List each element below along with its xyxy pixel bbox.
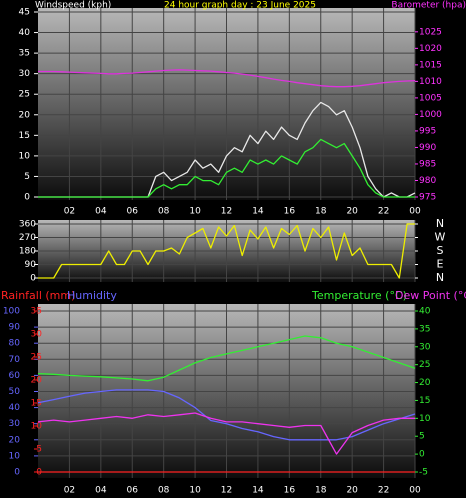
x-tick-label: 10: [189, 207, 201, 217]
y-tick-label: 50: [9, 387, 21, 397]
y2-tick-label: 975: [419, 193, 436, 203]
y-tick-label: 70: [9, 355, 21, 365]
y2-tick-label: 1020: [419, 44, 442, 54]
y2-axis-title: Barometer (hpa): [391, 1, 466, 11]
y-axis-title: Windspeed (kph): [35, 1, 111, 11]
y2-tick-label: 1005: [419, 93, 442, 103]
y-tick-label: 90: [25, 260, 37, 270]
y2-tick-label: 30: [419, 342, 431, 352]
y2-tick-label: -5: [419, 468, 428, 478]
y-tick-label: 45: [19, 8, 30, 18]
chart-title: 24 hour graph day : 23 June 2025: [164, 1, 316, 11]
y2-tick-label: 10: [419, 414, 431, 424]
y2-tick-label: 990: [419, 143, 436, 153]
legend-label: Dew Point (°C): [395, 289, 466, 302]
y2-tick-label: E: [437, 258, 444, 271]
x-tick-label: 22: [378, 486, 389, 496]
x-tick-label: 14: [252, 486, 264, 496]
y2-tick-label: 1000: [419, 110, 442, 120]
y-tick-label: 25: [19, 90, 30, 100]
legend-label: Rainfall (mm): [1, 289, 75, 302]
x-tick-label: 22: [378, 207, 389, 217]
x-tick-label: 16: [284, 207, 296, 217]
y-tick-label: 90: [9, 323, 21, 333]
x-tick-label: 02: [64, 207, 75, 217]
x-tick-label: 06: [127, 207, 139, 217]
series-line: [38, 223, 415, 279]
series-line: [37, 389, 416, 441]
series-line: [38, 69, 416, 88]
y-tick-label: 40: [19, 28, 31, 38]
x-tick-label: 04: [95, 486, 107, 496]
y-tick-label: 100: [3, 307, 20, 317]
series-line: [37, 335, 416, 382]
y-tick-label: 5: [24, 172, 30, 182]
y-tick-label: 20: [9, 435, 21, 445]
legend-label: Temperature (°C): [311, 289, 407, 302]
x-tick-label: 12: [221, 207, 232, 217]
x-tick-label: 10: [189, 486, 201, 496]
y2-tick-label: S: [437, 244, 444, 257]
x-tick-label: 02: [64, 486, 75, 496]
y2-tick-label: N: [436, 271, 444, 284]
y2-tick-label: 1010: [419, 77, 442, 87]
y-tick-label: 80: [9, 339, 21, 349]
y-tick-label: 360: [19, 220, 36, 230]
x-tick-label: 08: [158, 486, 170, 496]
y2-tick-label: W: [435, 231, 446, 244]
x-tick-label: 00: [409, 486, 421, 496]
y2-tick-label: 985: [419, 159, 436, 169]
y2-tick-label: 40: [419, 307, 431, 317]
y2-tick-label: 35: [419, 324, 430, 334]
y-tick-label: 0: [14, 468, 20, 478]
y2-tick-label: 995: [419, 126, 436, 136]
x-tick-label: 08: [158, 207, 170, 217]
x-tick-label: 20: [346, 486, 358, 496]
y-tick-label: 0: [24, 193, 30, 203]
series-line: [38, 138, 415, 198]
x-tick-label: 18: [315, 207, 327, 217]
series-line: [37, 412, 415, 455]
y-tick-label: 20: [19, 110, 31, 120]
x-tick-label: 16: [284, 486, 296, 496]
y2-tick-label: 1015: [419, 60, 442, 70]
y2-tick-label: 0: [419, 450, 425, 460]
y2-tick-label: N: [436, 217, 444, 230]
x-tick-label: 04: [95, 207, 107, 217]
y2-tick-label: 5: [419, 432, 425, 442]
y-tick-label: 180: [19, 247, 36, 257]
y-tick-label: 60: [9, 371, 21, 381]
y-tick-label: 30: [19, 69, 31, 79]
x-tick-label: 00: [409, 207, 421, 217]
y-tick-label: 35: [19, 49, 30, 59]
y-tick-label: 0: [30, 274, 36, 284]
y2-tick-label: 25: [419, 360, 430, 370]
legend-label: Humidity: [67, 289, 117, 302]
y-tick-label: 15: [19, 131, 30, 141]
y2-tick-label: 980: [419, 176, 436, 186]
x-tick-label: 18: [315, 486, 327, 496]
y2-tick-label: 1025: [419, 27, 442, 37]
x-tick-label: 20: [346, 207, 358, 217]
y-tick-label: 10: [19, 151, 31, 161]
x-tick-label: 06: [127, 486, 139, 496]
y2-tick-label: 20: [419, 378, 431, 388]
y3-tick-label: 5: [36, 445, 42, 455]
y-tick-label: 30: [9, 419, 21, 429]
y-tick-label: 270: [19, 233, 36, 243]
x-tick-label: 12: [221, 486, 232, 496]
y2-tick-label: 15: [419, 396, 430, 406]
x-tick-label: 14: [252, 207, 264, 217]
y-tick-label: 10: [9, 451, 21, 461]
y-tick-label: 40: [9, 403, 21, 413]
